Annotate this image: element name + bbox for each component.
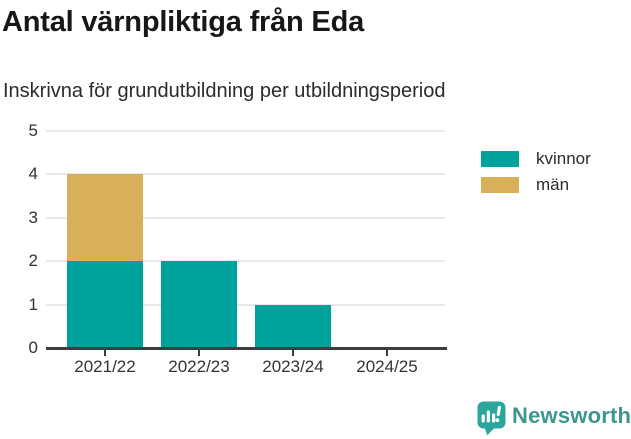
- x-tick: [198, 350, 200, 356]
- x-tick: [386, 350, 388, 356]
- legend-swatch: [481, 151, 519, 167]
- chart-title: Antal värnpliktiga från Eda: [2, 6, 365, 38]
- x-tick-label: 2021/22: [74, 357, 136, 376]
- newsworthy-logo: Newsworthy: [477, 401, 631, 436]
- gridline-y2: [46, 260, 445, 263]
- bar-segment-kvinnor: [67, 261, 143, 348]
- bar-2023/24: [255, 131, 331, 348]
- legend-label: kvinnor: [536, 149, 591, 168]
- gridline-y3: [46, 216, 445, 219]
- bar-segment-kvinnor: [255, 304, 331, 348]
- y-tick-label: 1: [28, 294, 38, 314]
- bar-segment-kvinnor: [161, 261, 237, 348]
- y-tick-label: 5: [28, 121, 38, 140]
- bar-2021/22: [67, 131, 143, 348]
- chart-subtitle: Inskrivna för grundutbildning per utbild…: [3, 80, 446, 102]
- legend-swatch: [481, 177, 519, 193]
- x-tick-label: 2023/24: [262, 357, 324, 376]
- bar-segment-män: [67, 174, 143, 262]
- y-tick-label: 0: [28, 338, 38, 357]
- x-tick-label: 2022/23: [168, 357, 230, 376]
- bar-2022/23: [161, 131, 237, 348]
- y-tick-label: 3: [28, 207, 38, 227]
- bar-chart-speech-bubble-icon: [477, 401, 506, 436]
- legend-label: män: [536, 175, 570, 194]
- y-axis: 0 1 2 3 4 5: [0, 121, 38, 357]
- y-tick-label: 2: [28, 251, 38, 271]
- bar-2024/25: [349, 131, 425, 348]
- gridline-y5: [46, 130, 445, 132]
- newsworthy-logo-text: Newsworthy: [512, 402, 631, 428]
- gridline-y1: [46, 303, 445, 306]
- x-axis-line: [46, 347, 447, 350]
- gridline-y4: [46, 173, 445, 176]
- x-tick-label: 2024/25: [356, 357, 418, 376]
- x-tick: [104, 350, 106, 356]
- legend: kvinnor män: [481, 149, 591, 203]
- legend-item-kvinnor: kvinnor: [481, 149, 591, 168]
- x-tick: [292, 350, 294, 356]
- plot-area: [46, 130, 445, 348]
- legend-item-män: män: [481, 175, 591, 194]
- y-tick-label: 4: [28, 164, 38, 184]
